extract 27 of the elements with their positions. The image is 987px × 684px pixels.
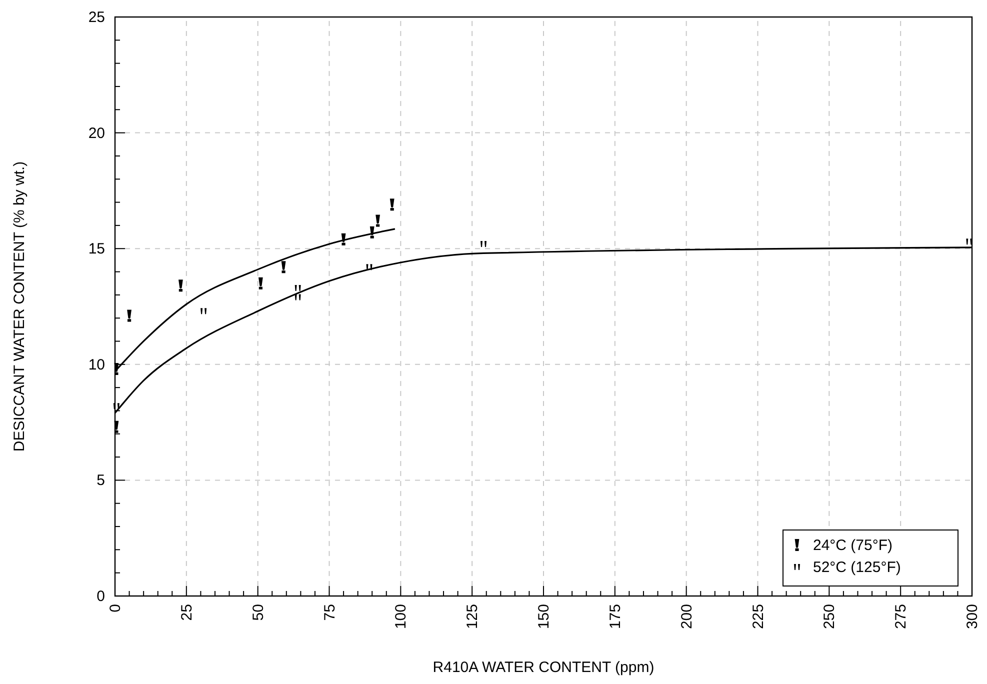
x-axis-title: R410A WATER CONTENT (ppm) (432, 659, 654, 676)
x-tick-label: 275 (892, 604, 910, 630)
x-tick-label: 25 (178, 604, 196, 621)
x-tick-label: 175 (606, 604, 624, 630)
x-tick-label: 50 (250, 604, 267, 621)
x-tick-label: 225 (750, 604, 767, 630)
point (294, 284, 301, 291)
legend-label: 52°C (125°F) (813, 559, 901, 576)
y-tick-label: 5 (96, 472, 105, 490)
y-tick-label: 0 (96, 588, 105, 605)
y-tick-label: 10 (88, 356, 105, 374)
x-tick-label: 250 (821, 604, 838, 630)
x-tick-label: 75 (321, 604, 338, 621)
point (294, 294, 301, 300)
x-tick-label: 0 (107, 604, 124, 612)
y-tick-label: 15 (88, 240, 105, 258)
x-tick-label: 100 (392, 604, 410, 630)
y-tick-label: 20 (88, 124, 105, 142)
y-axis-title: DESICCANT WATER CONTENT (% by wt.) (11, 161, 28, 452)
x-tick-label: 150 (536, 604, 552, 630)
point (480, 240, 487, 247)
x-tick-label: 125 (464, 604, 482, 630)
legend-label: 24°C (75°F) (813, 537, 893, 554)
x-tick-label: 200 (678, 604, 696, 630)
x-tick-label: 300 (964, 604, 981, 630)
point (200, 308, 207, 314)
y-tick-label: 25 (88, 9, 105, 26)
